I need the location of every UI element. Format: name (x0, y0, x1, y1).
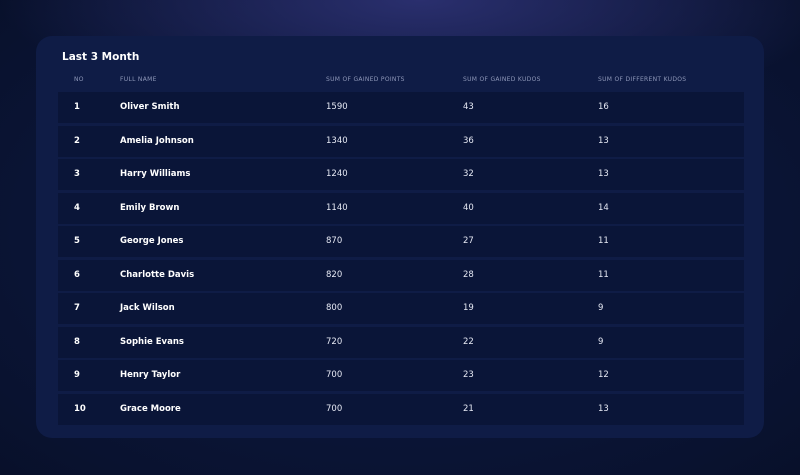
points: 1240 (326, 169, 348, 179)
card-title: Last 3 Month (62, 51, 140, 63)
points: 870 (326, 236, 343, 246)
leaderboard-card: Last 3 Month NO FULL NAME SUM OF GAINED PO… (36, 36, 764, 438)
column-header: SUM OF GAINED POINTS (326, 76, 405, 83)
kudos: 21 (463, 403, 474, 414)
column-header: NO (74, 76, 84, 83)
rank-accent (61, 164, 64, 185)
full-name: Sophie Evans (120, 336, 184, 347)
table-row[interactable]: 10 Grace Moore 700 21 13 (58, 393, 744, 425)
table-row[interactable]: 7 Jack Wilson 800 19 9 (58, 293, 744, 324)
full-name: Grace Moore (120, 403, 181, 414)
points: 1590 (326, 102, 348, 112)
points: 800 (326, 303, 343, 313)
full-name: Harry Williams (120, 169, 191, 179)
rank: 5 (74, 236, 80, 246)
rank: 1 (74, 102, 80, 112)
points: 720 (326, 336, 343, 347)
full-name: George Jones (120, 236, 184, 246)
rank: 10 (74, 403, 86, 414)
full-name: Amelia Johnson (120, 135, 194, 146)
full-name: Oliver Smith (120, 102, 180, 112)
table-row[interactable]: 1 Oliver Smith 1590 43 16 (58, 92, 744, 123)
rank: 6 (74, 269, 80, 280)
different-kudos: 13 (598, 403, 609, 414)
different-kudos: 11 (598, 269, 609, 280)
different-kudos: 13 (598, 169, 609, 179)
kudos: 27 (463, 236, 474, 246)
rank: 4 (74, 202, 80, 213)
rank: 8 (74, 336, 80, 347)
table-row[interactable]: 4 Emily Brown 1140 40 14 (58, 192, 744, 224)
kudos: 40 (463, 202, 474, 213)
different-kudos: 14 (598, 202, 609, 213)
column-header: SUM OF GAINED KUDOS (463, 76, 541, 83)
full-name: Emily Brown (120, 202, 180, 213)
different-kudos: 9 (598, 336, 604, 347)
rank: 9 (74, 370, 80, 380)
rank: 7 (74, 303, 80, 313)
different-kudos: 9 (598, 303, 604, 313)
full-name: Jack Wilson (120, 303, 175, 313)
different-kudos: 11 (598, 236, 609, 246)
points: 700 (326, 370, 343, 380)
rank: 3 (74, 169, 80, 179)
kudos: 22 (463, 336, 474, 347)
table-row[interactable]: 3 Harry Williams 1240 32 13 (58, 159, 744, 190)
points: 1340 (326, 135, 348, 146)
kudos: 36 (463, 135, 474, 146)
column-header: FULL NAME (120, 76, 157, 83)
rank-accent (61, 131, 64, 152)
table-row[interactable]: 8 Sophie Evans 720 22 9 (58, 326, 744, 358)
full-name: Henry Taylor (120, 370, 181, 380)
rank-accent (61, 97, 64, 118)
kudos: 23 (463, 370, 474, 380)
different-kudos: 16 (598, 102, 609, 112)
table-row[interactable]: 9 Henry Taylor 700 23 12 (58, 360, 744, 391)
kudos: 19 (463, 303, 474, 313)
table-row[interactable]: 2 Amelia Johnson 1340 36 13 (58, 125, 744, 157)
points: 1140 (326, 202, 348, 213)
points: 820 (326, 269, 343, 280)
kudos: 28 (463, 269, 474, 280)
points: 700 (326, 403, 343, 414)
table-row[interactable]: 6 Charlotte Davis 820 28 11 (58, 259, 744, 291)
column-header: SUM OF DIFFERENT KUDOS (598, 76, 687, 83)
kudos: 43 (463, 102, 474, 112)
different-kudos: 12 (598, 370, 609, 380)
different-kudos: 13 (598, 135, 609, 146)
rank: 2 (74, 135, 80, 146)
table-row[interactable]: 5 George Jones 870 27 11 (58, 226, 744, 257)
full-name: Charlotte Davis (120, 269, 195, 280)
kudos: 32 (463, 169, 474, 179)
